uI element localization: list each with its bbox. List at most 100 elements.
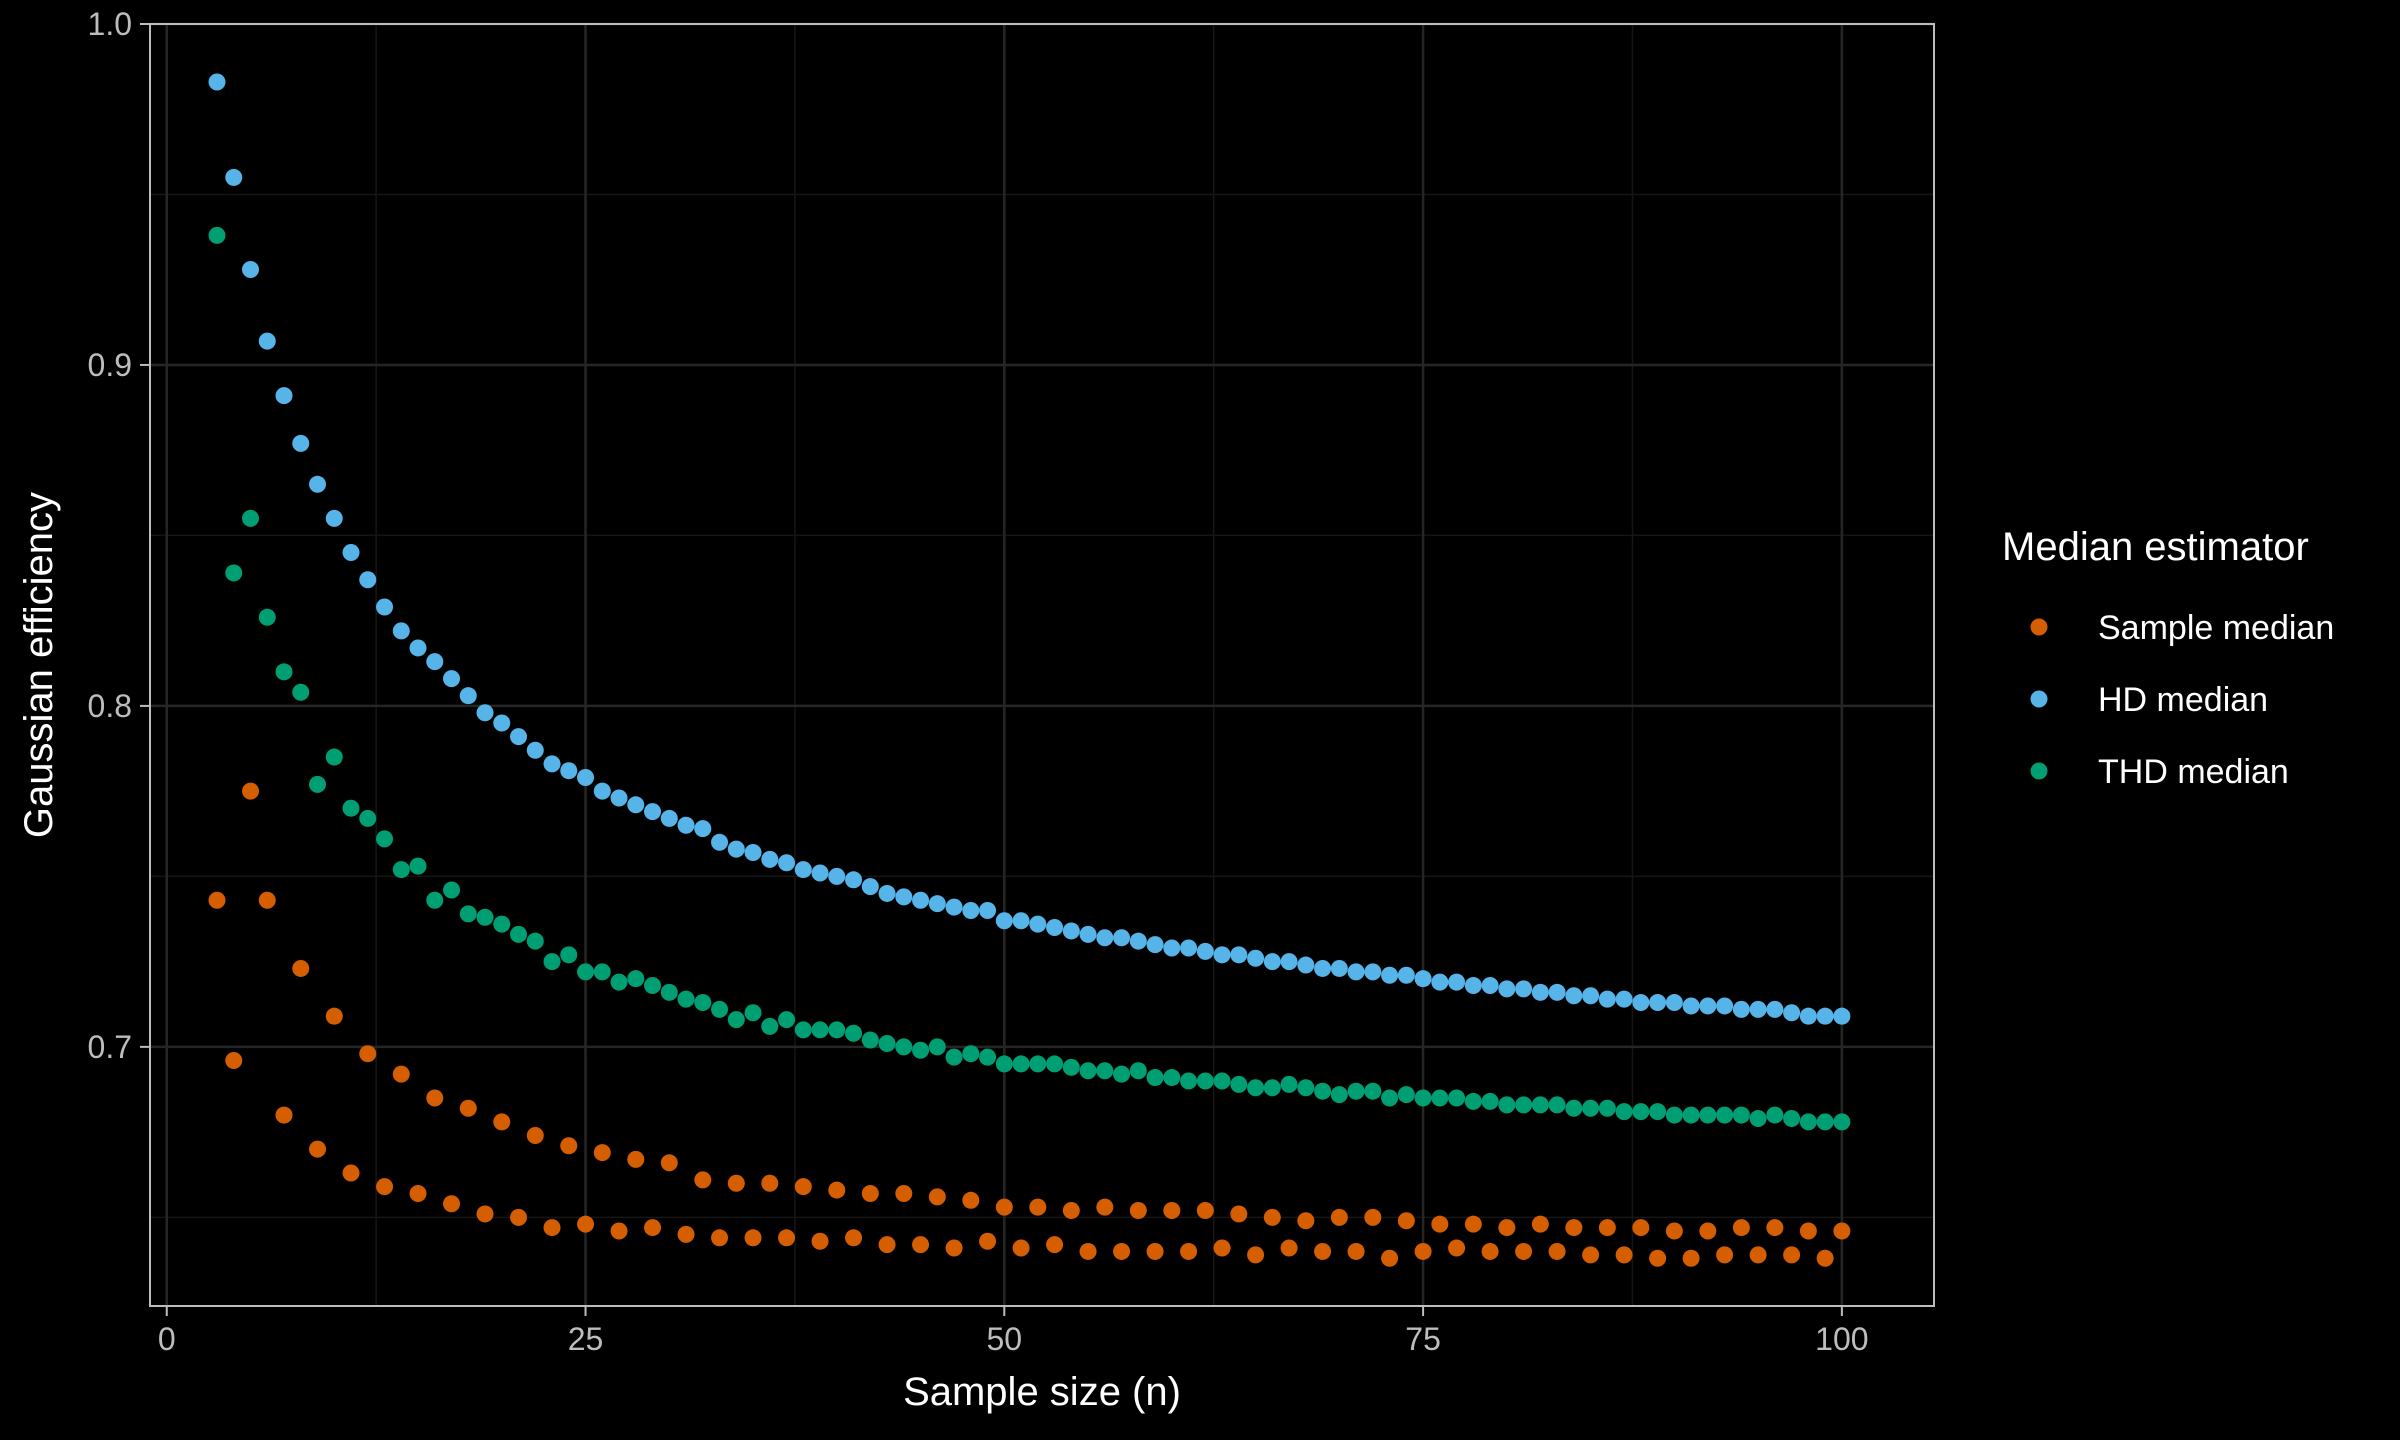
x-tick-label: 100: [1815, 1321, 1868, 1357]
data-point: [1766, 1219, 1784, 1237]
data-point: [1548, 1242, 1566, 1260]
legend-title: Median estimator: [2002, 525, 2309, 569]
data-point: [1213, 1072, 1231, 1090]
data-point: [1079, 1062, 1097, 1080]
data-point: [1833, 1113, 1851, 1131]
data-point: [543, 1219, 561, 1237]
data-point: [1431, 1215, 1449, 1233]
data-point: [1598, 1219, 1616, 1237]
y-tick-label: 1.0: [88, 6, 132, 42]
data-point: [727, 840, 745, 858]
data-point: [794, 861, 812, 879]
data-point: [1129, 1202, 1147, 1220]
y-axis-title: Gaussian efficiency: [17, 492, 61, 838]
data-point: [1079, 1242, 1097, 1260]
series-sample-median: [208, 782, 1851, 1267]
x-tick-label: 0: [158, 1321, 176, 1357]
data-point: [1330, 959, 1348, 977]
data-point: [845, 1229, 863, 1247]
data-point: [861, 1184, 879, 1202]
data-point: [811, 864, 829, 882]
data-point: [392, 622, 410, 640]
data-point: [928, 1188, 946, 1206]
data-point: [426, 1089, 444, 1107]
x-axis-title: Sample size (n): [903, 1370, 1181, 1414]
data-point: [1816, 1007, 1834, 1025]
data-point: [828, 867, 846, 885]
data-point: [778, 1229, 796, 1247]
data-point: [258, 891, 276, 909]
data-point: [1280, 1075, 1298, 1093]
data-point: [258, 608, 276, 626]
data-point: [208, 891, 226, 909]
data-point: [1816, 1113, 1834, 1131]
data-point: [1012, 1055, 1030, 1073]
data-point: [1682, 1249, 1700, 1267]
data-point: [1615, 990, 1633, 1008]
data-point: [995, 912, 1013, 930]
data-point: [1163, 1202, 1181, 1220]
data-point: [543, 953, 561, 971]
data-point: [275, 663, 293, 681]
y-tick-label: 0.7: [88, 1029, 132, 1065]
data-point: [1046, 1236, 1064, 1254]
data-point: [309, 1140, 327, 1158]
legend: Median estimator Sample median HD median T…: [2002, 525, 2334, 791]
data-point: [1297, 956, 1315, 974]
data-point: [1665, 1222, 1683, 1240]
data-point: [1230, 1075, 1248, 1093]
data-point: [995, 1198, 1013, 1216]
data-point: [1263, 1208, 1281, 1226]
data-point: [1548, 983, 1566, 1001]
data-point: [945, 1239, 963, 1257]
data-point: [1397, 1212, 1415, 1230]
data-point: [677, 1225, 695, 1243]
data-point: [275, 387, 293, 405]
data-point: [1414, 970, 1432, 988]
data-point: [1364, 1208, 1382, 1226]
data-point: [426, 653, 444, 671]
data-point: [1515, 980, 1533, 998]
data-point: [392, 1065, 410, 1083]
data-point: [1046, 919, 1064, 937]
data-point: [459, 1099, 477, 1117]
data-point: [342, 543, 360, 561]
data-point: [1448, 1089, 1466, 1107]
data-point: [895, 1184, 913, 1202]
data-point: [912, 1041, 930, 1059]
data-point: [1146, 936, 1164, 954]
data-point: [309, 475, 327, 493]
data-point: [1297, 1212, 1315, 1230]
data-point: [1716, 997, 1734, 1015]
data-point: [1347, 1082, 1365, 1100]
data-point: [1615, 1103, 1633, 1121]
data-point: [1783, 1004, 1801, 1022]
data-point: [928, 1038, 946, 1056]
data-point: [359, 809, 377, 827]
data-point: [1565, 1219, 1583, 1237]
data-point: [1414, 1242, 1432, 1260]
data-point: [895, 888, 913, 906]
data-point: [1783, 1246, 1801, 1264]
data-point: [593, 782, 611, 800]
data-point: [1783, 1109, 1801, 1127]
data-point: [1213, 946, 1231, 964]
legend-item: HD median: [2030, 681, 2268, 719]
data-point: [1297, 1079, 1315, 1097]
data-point: [711, 1229, 729, 1247]
data-point: [392, 861, 410, 879]
legend-label: Sample median: [2098, 609, 2334, 647]
data-point: [1448, 973, 1466, 991]
data-point: [1732, 1000, 1750, 1018]
data-point: [711, 1000, 729, 1018]
data-point: [258, 332, 276, 350]
data-point: [1280, 1239, 1298, 1257]
data-point: [610, 973, 628, 991]
x-tick-label: 75: [1405, 1321, 1441, 1357]
data-point: [761, 1017, 779, 1035]
data-point: [1632, 1103, 1650, 1121]
data-point: [342, 1164, 360, 1182]
data-point: [526, 741, 544, 759]
data-point: [644, 977, 662, 994]
data-point: [1196, 1202, 1214, 1220]
